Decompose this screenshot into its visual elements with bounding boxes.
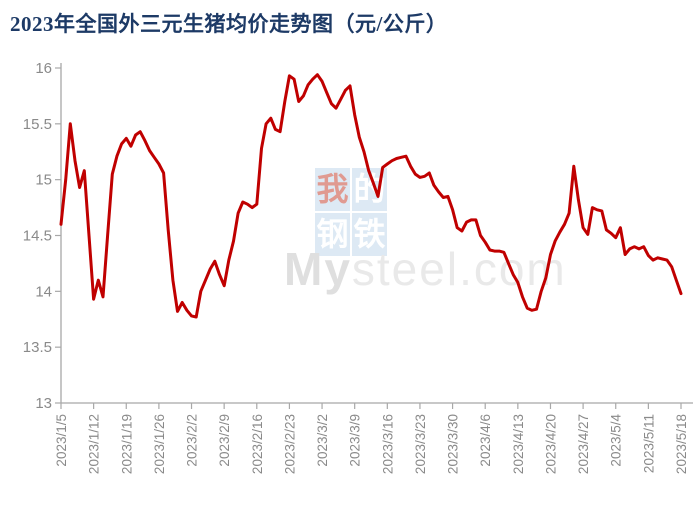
y-tick-label: 15 <box>35 172 52 189</box>
x-tick-label: 2023/4/20 <box>543 414 558 474</box>
y-tick-label: 16 <box>35 60 52 77</box>
x-tick-label: 2023/4/27 <box>576 414 591 474</box>
y-tick-label: 13 <box>35 395 52 412</box>
x-tick-label: 2023/1/26 <box>152 414 167 474</box>
x-tick-label: 2023/3/30 <box>446 414 461 474</box>
chart-title: 2023年全国外三元生猪均价走势图（元/公斤） <box>10 12 448 36</box>
x-tick-label: 2023/5/18 <box>674 414 689 474</box>
x-tick-label: 2023/2/9 <box>217 414 232 467</box>
price-line <box>59 73 683 319</box>
x-tick-label: 2023/1/5 <box>54 414 69 467</box>
y-tick-label: 14.5 <box>23 228 52 245</box>
x-tick-label: 2023/2/23 <box>282 414 297 474</box>
x-tick-label: 2023/3/9 <box>348 414 363 467</box>
x-tick-label: 2023/1/12 <box>87 414 102 474</box>
x-tick-label: 2023/2/2 <box>185 414 200 467</box>
x-tick-label: 2023/5/11 <box>641 414 656 473</box>
x-tick-label: 2023/2/16 <box>250 414 265 474</box>
x-tick-label: 2023/4/13 <box>511 414 526 474</box>
x-tick-label: 2023/3/2 <box>315 414 330 467</box>
x-tick-label: 2023/5/4 <box>609 414 624 467</box>
y-tick-label: 15.5 <box>23 116 52 133</box>
y-tick-label: 13.5 <box>23 339 52 356</box>
y-tick-label: 14 <box>35 283 52 300</box>
x-tick-label: 2023/1/19 <box>119 414 134 474</box>
x-tick-label: 2023/3/16 <box>380 414 395 474</box>
x-tick-label: 2023/3/23 <box>413 414 428 474</box>
x-tick-label: 2023/4/6 <box>478 414 493 467</box>
